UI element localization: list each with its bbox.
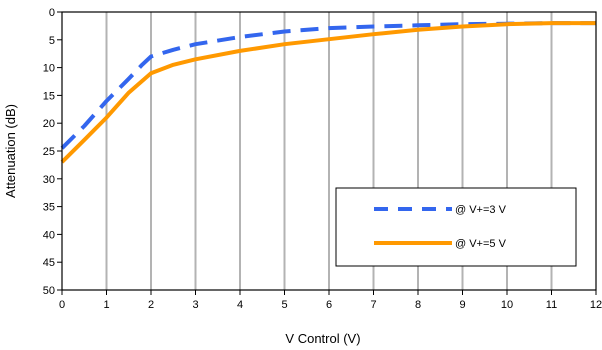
y-tick-label: 40 bbox=[43, 229, 55, 241]
y-tick-label: 10 bbox=[43, 63, 55, 75]
x-axis-title: V Control (V) bbox=[285, 331, 360, 346]
x-tick-label: 0 bbox=[59, 299, 65, 311]
legend-box bbox=[335, 187, 577, 267]
y-tick-label: 20 bbox=[43, 118, 55, 130]
y-tick-label: 5 bbox=[49, 35, 55, 47]
x-axis: 0 1 2 3 4 5 6 7 8 9 10 11 12 bbox=[59, 290, 602, 311]
y-tick-label: 45 bbox=[43, 257, 55, 269]
x-tick-label: 8 bbox=[415, 299, 421, 311]
y-tick-label: 50 bbox=[43, 285, 55, 297]
y-tick-label: 25 bbox=[43, 146, 55, 158]
y-tick-label: 35 bbox=[43, 202, 55, 214]
x-tick-label: 9 bbox=[459, 299, 465, 311]
y-tick-label: 30 bbox=[43, 174, 55, 186]
x-tick-label: 12 bbox=[590, 299, 602, 311]
x-tick-label: 6 bbox=[326, 299, 332, 311]
legend-label-series-2: @ V+=5 V bbox=[455, 238, 507, 250]
y-axis-title: Attenuation (dB) bbox=[3, 104, 18, 198]
series-lines bbox=[60, 21, 596, 164]
x-tick-label: 4 bbox=[237, 299, 243, 311]
x-tick-label: 10 bbox=[501, 299, 513, 311]
x-tick-label: 5 bbox=[281, 299, 287, 311]
x-tick-label: 2 bbox=[148, 299, 154, 311]
y-tick-label: 15 bbox=[43, 90, 55, 102]
series-line-2 bbox=[60, 21, 596, 164]
x-tick-label: 11 bbox=[546, 299, 557, 311]
y-tick-label: 0 bbox=[49, 7, 55, 19]
x-tick-label: 7 bbox=[370, 299, 376, 311]
x-tick-label: 1 bbox=[103, 299, 109, 311]
y-axis: 0 5 10 15 20 25 30 35 40 45 50 bbox=[43, 7, 62, 297]
legend: @ V+=3 V @ V+=5 V bbox=[335, 187, 577, 267]
legend-label-series-1: @ V+=3 V bbox=[455, 204, 507, 216]
x-tick-label: 3 bbox=[192, 299, 198, 311]
